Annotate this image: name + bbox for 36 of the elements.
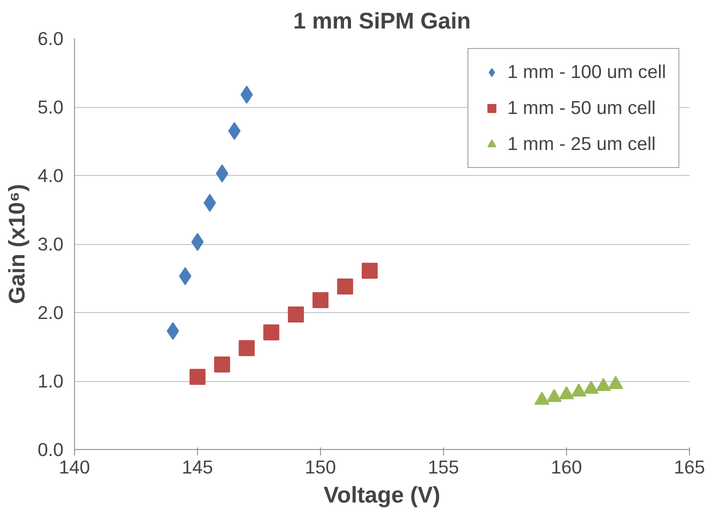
point [362,262,378,279]
point [584,380,599,394]
legend-label: 1 mm - 50 um cell [507,97,656,119]
x-tick-label: 145 [182,456,214,478]
x-axis-title: Voltage (V) [324,482,440,508]
point [228,122,241,140]
point [190,368,206,385]
legend-label: 1 mm - 25 um cell [507,133,656,155]
x-tick-label: 150 [304,456,336,478]
chart-title: 1 mm SiPM Gain [293,8,471,34]
point [312,292,328,308]
point [191,232,204,251]
point [596,378,611,392]
point [534,392,550,405]
y-tick-label: 5.0 [38,96,64,118]
x-tick-label: 155 [428,456,460,478]
y-tick-label: 3.0 [38,234,64,254]
y-tick-label: 2.0 [38,302,64,323]
point [166,322,180,340]
y-axis-title: Gain (x10⁶) [4,184,30,304]
point [559,386,574,400]
point [263,324,280,340]
point [288,306,304,323]
point [214,356,230,373]
y-tick-label: 1.0 [38,370,64,392]
point [238,340,255,356]
point [337,278,354,294]
x-tick-label: 165 [674,456,706,478]
x-tick-label: 160 [550,456,582,478]
y-tick-label: 4.0 [38,165,64,186]
point [546,388,562,402]
point [571,383,586,396]
point [608,376,624,389]
legend-label: 1 mm - 100 um cell [507,61,666,83]
point [216,164,228,182]
y-tick-label: 6.0 [38,28,64,49]
